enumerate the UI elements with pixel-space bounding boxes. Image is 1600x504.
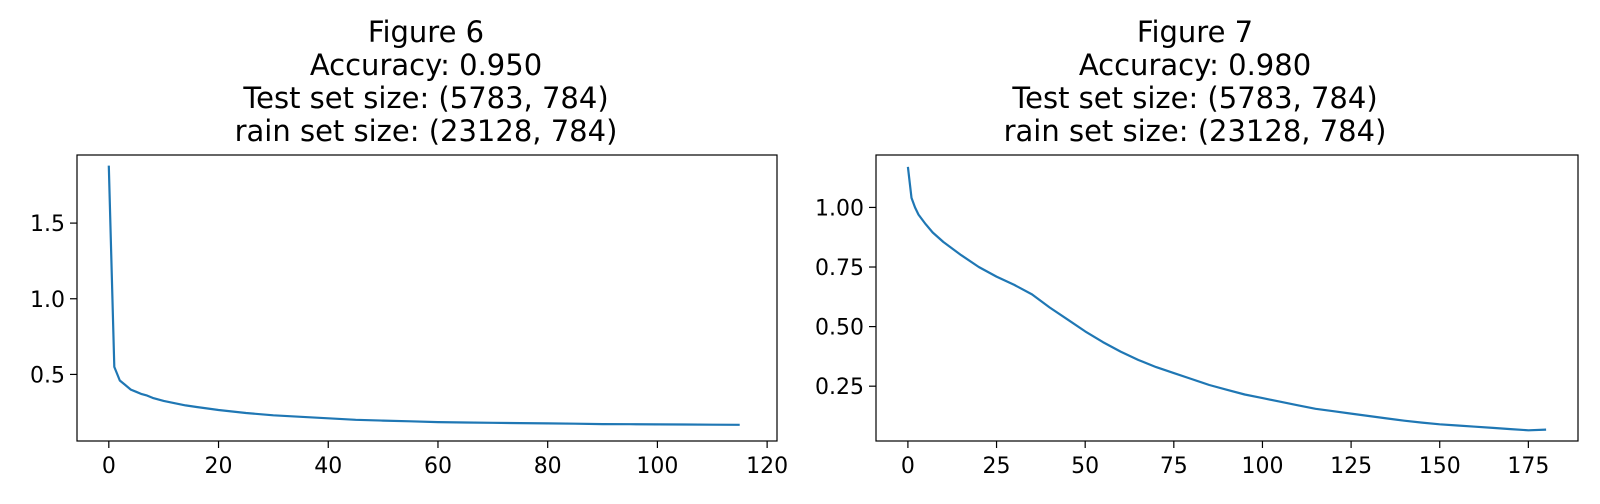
title-line-3: Test set size: (5783, 784) — [243, 81, 609, 115]
y-tick-label: 0.25 — [815, 375, 864, 400]
title-line-1: Figure 6 — [367, 15, 485, 49]
title-line-2: Accuracy: 0.950 — [309, 48, 543, 82]
x-tick-label: 20 — [205, 454, 233, 479]
title-line-1: Figure 7 — [1136, 15, 1254, 49]
series-line-0 — [107, 165, 740, 426]
x-tick-label: 175 — [1507, 454, 1549, 479]
x-tick-label: 125 — [1330, 454, 1372, 479]
x-tick-label: 25 — [983, 454, 1011, 479]
title-line-2: Accuracy: 0.980 — [1078, 48, 1312, 82]
y-tick-label: 1.5 — [30, 212, 65, 237]
y-tick-label: 0.75 — [815, 256, 864, 281]
title-line-4: rain set size: (23128, 784) — [234, 114, 618, 148]
x-tick-label: 50 — [1071, 454, 1099, 479]
title-line-3: Test set size: (5783, 784) — [1012, 81, 1378, 115]
series-line-0 — [906, 166, 1547, 432]
y-tick-label: 1.0 — [30, 288, 65, 313]
y-tick-label: 0.5 — [30, 363, 65, 388]
x-tick-label: 150 — [1419, 454, 1461, 479]
y-tick-label: 1.00 — [815, 196, 864, 221]
x-tick-label: 80 — [534, 454, 562, 479]
y-tick-label: 0.50 — [815, 316, 864, 341]
x-tick-label: 60 — [424, 454, 452, 479]
x-tick-label: 0 — [102, 454, 116, 479]
chart-title: Figure 6 Accuracy: 0.950 Test set size: … — [0, 16, 852, 148]
axes-frame — [875, 154, 1579, 442]
plot-area: 0 20 40 60 80 100 120 0.5 1.0 1.5 — [30, 154, 788, 479]
chart-title: Figure 7 Accuracy: 0.980 Test set size: … — [800, 16, 1590, 148]
x-tick-label: 120 — [746, 454, 788, 479]
chart-figure-7: Figure 7 Accuracy: 0.980 Test set size: … — [800, 0, 1600, 500]
plot-area: 0 25 50 75 100 125 150 175 0.25 0.50 0.75 1.00 — [815, 154, 1579, 479]
axes-frame — [76, 154, 778, 442]
x-tick-label: 0 — [901, 454, 915, 479]
chart-figure-6: Figure 6 Accuracy: 0.950 Test set size: … — [0, 0, 790, 500]
x-tick-label: 100 — [636, 454, 678, 479]
x-tick-label: 40 — [314, 454, 342, 479]
title-line-4: rain set size: (23128, 784) — [1003, 114, 1387, 148]
x-tick-label: 75 — [1160, 454, 1188, 479]
x-tick-label: 100 — [1241, 454, 1283, 479]
